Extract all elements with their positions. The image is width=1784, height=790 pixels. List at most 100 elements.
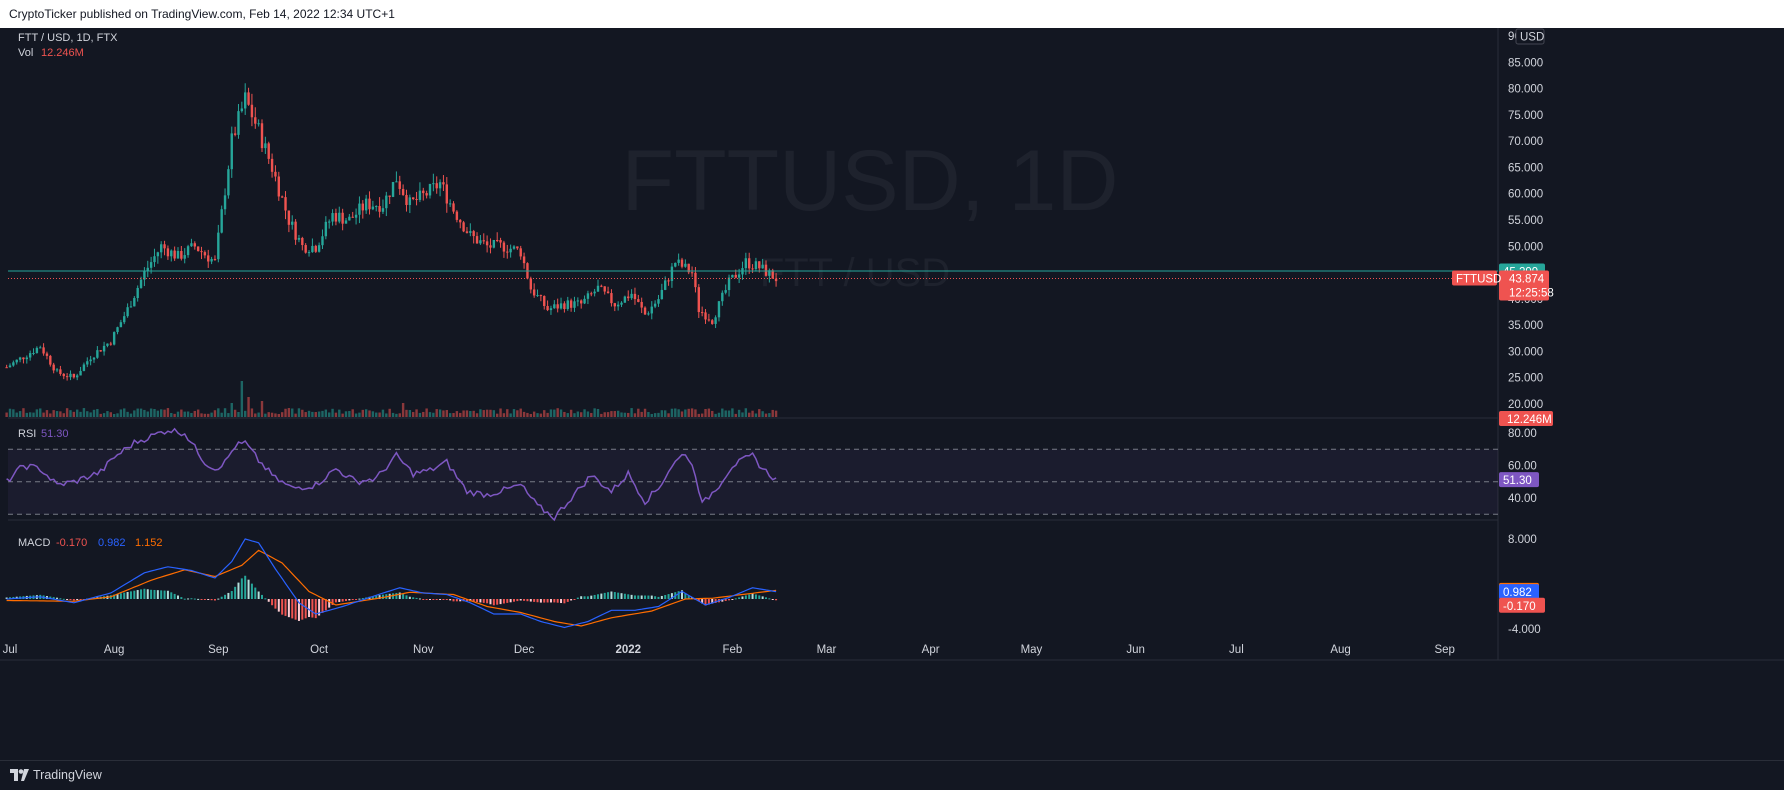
macd-histogram-bar bbox=[5, 597, 8, 599]
volume-bar bbox=[428, 412, 432, 417]
macd-tick-label: -4.000 bbox=[1508, 624, 1541, 636]
volume-bar bbox=[408, 410, 412, 417]
volume-bar bbox=[267, 412, 270, 417]
candle-body bbox=[368, 198, 371, 210]
volume-bar bbox=[45, 410, 49, 417]
tradingview-brand[interactable]: TradingView bbox=[33, 768, 102, 782]
candle-body bbox=[190, 243, 193, 247]
tradingview-logo-icon[interactable] bbox=[10, 769, 30, 782]
candle-body bbox=[129, 306, 133, 308]
volume-bar bbox=[455, 411, 459, 417]
candle-body bbox=[543, 296, 546, 306]
candle-body bbox=[600, 285, 603, 287]
candle-body bbox=[653, 303, 657, 307]
candle-body bbox=[459, 219, 462, 223]
volume-bar bbox=[22, 408, 25, 417]
macd-histogram-bar bbox=[348, 599, 351, 601]
macd-tick-label: 8.000 bbox=[1508, 534, 1537, 546]
volume-bar bbox=[613, 411, 616, 417]
macd-histogram-bar bbox=[590, 595, 593, 599]
candle-body bbox=[99, 350, 102, 352]
volume-bar bbox=[49, 413, 52, 417]
macd-histogram-bar bbox=[429, 599, 431, 600]
volume-bar bbox=[176, 411, 180, 417]
candle-body bbox=[233, 133, 237, 135]
macd-histogram-bar bbox=[734, 598, 737, 600]
candle-body bbox=[412, 197, 415, 199]
candle-body bbox=[5, 367, 8, 369]
time-tick-label: 2022 bbox=[615, 644, 641, 656]
candle-body bbox=[731, 274, 734, 278]
macd-histogram-bar bbox=[546, 599, 549, 603]
candle-body bbox=[180, 251, 183, 259]
volume-bar bbox=[375, 412, 378, 417]
volume-bar bbox=[603, 412, 606, 417]
macd-histogram-bar bbox=[197, 598, 200, 600]
candle-body bbox=[452, 203, 455, 212]
candle-body bbox=[257, 123, 260, 125]
time-tick-label: Jun bbox=[1126, 644, 1145, 656]
macd-histogram-bar bbox=[321, 599, 324, 613]
candle-body bbox=[559, 303, 563, 309]
candle-body bbox=[395, 181, 398, 183]
volume-bar bbox=[237, 411, 240, 417]
candle-body bbox=[193, 243, 196, 247]
candle-body bbox=[428, 183, 432, 196]
volume-bar bbox=[163, 409, 166, 417]
volume-bar bbox=[348, 411, 351, 417]
macd-histogram-bar bbox=[177, 595, 179, 599]
volume-bar bbox=[748, 412, 751, 417]
volume-bar bbox=[297, 408, 301, 417]
candle-body bbox=[670, 266, 674, 281]
volume-bar bbox=[526, 412, 529, 417]
macd-histogram-bar bbox=[620, 593, 623, 599]
macd-histogram-bar bbox=[274, 599, 277, 609]
macd-histogram-bar bbox=[529, 599, 532, 602]
macd-histogram-bar bbox=[240, 578, 243, 599]
volume-bar bbox=[502, 413, 506, 417]
candle-body bbox=[630, 293, 633, 299]
macd-histogram-bar bbox=[136, 590, 139, 599]
candle-body bbox=[717, 301, 721, 318]
candle-body bbox=[633, 293, 637, 300]
volume-bar bbox=[143, 409, 146, 417]
volume-bar bbox=[328, 412, 331, 417]
candle-body bbox=[186, 246, 190, 256]
volume-bar bbox=[492, 410, 496, 417]
candle-body bbox=[553, 304, 556, 309]
candle-body bbox=[734, 274, 737, 278]
candle-body bbox=[727, 277, 731, 291]
volume-bar bbox=[203, 413, 207, 417]
volume-bar bbox=[109, 412, 112, 417]
candle-body bbox=[351, 216, 354, 218]
time-tick-label: Sep bbox=[1434, 644, 1454, 656]
candle-body bbox=[616, 304, 620, 307]
volume-bar bbox=[240, 381, 244, 417]
macd-histogram-bar bbox=[738, 597, 741, 599]
candle-body bbox=[176, 251, 180, 259]
chart-area[interactable]: FTTUSD, 1D FTT / USD 85.000 80.000 75.000 7… bbox=[0, 28, 1784, 759]
volume-bar bbox=[213, 410, 217, 417]
candle-body bbox=[610, 293, 613, 304]
volume-bar bbox=[65, 408, 69, 417]
volume-bar bbox=[667, 413, 670, 417]
candle-body bbox=[469, 231, 472, 233]
volume-bar bbox=[39, 408, 42, 417]
candle-body bbox=[136, 287, 139, 299]
volume-bar bbox=[193, 410, 196, 417]
candle-body bbox=[348, 216, 351, 221]
volume-bar bbox=[707, 408, 711, 417]
time-tick-label: Oct bbox=[310, 644, 329, 656]
candle-body bbox=[28, 353, 32, 358]
macd-histogram-bar bbox=[203, 599, 206, 600]
volume-bar bbox=[711, 410, 714, 417]
candle-body bbox=[149, 262, 153, 268]
candle-body bbox=[112, 332, 116, 345]
candle-body bbox=[375, 206, 378, 208]
volume-bar bbox=[583, 409, 586, 417]
price-tick-label: 60.000 bbox=[1508, 189, 1543, 201]
macd-histogram-bar bbox=[630, 594, 633, 599]
candle-body bbox=[207, 255, 210, 262]
macd-legend-label: MACD bbox=[18, 537, 50, 549]
candle-body bbox=[123, 316, 126, 323]
